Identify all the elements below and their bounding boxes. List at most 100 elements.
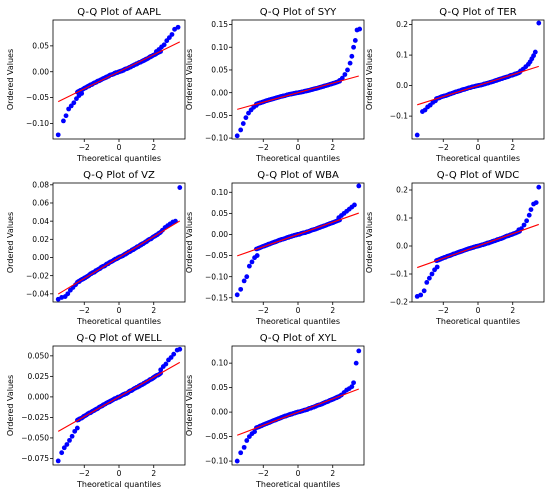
x-tick-label: 0	[476, 143, 481, 152]
qq-point	[244, 438, 250, 443]
data-layer	[234, 26, 363, 139]
y-tick-label: 0.0	[396, 242, 408, 251]
qq-point	[339, 75, 345, 81]
qq-point	[175, 24, 181, 30]
y-tick-label: 0.00	[32, 67, 49, 76]
x-tick-label: 2	[330, 469, 335, 478]
qq-point	[65, 291, 71, 297]
qq-point	[536, 20, 542, 26]
qq-point	[533, 200, 539, 206]
x-tick-label: 2	[510, 143, 515, 152]
y-tick-label: 0.2	[396, 186, 408, 195]
qq-point	[177, 185, 183, 190]
qq-point	[238, 286, 244, 292]
qq-point	[55, 458, 61, 464]
qq-point	[356, 348, 362, 354]
qq-point	[234, 292, 240, 298]
x-tick-label: 0	[117, 143, 122, 152]
qq-point	[531, 53, 536, 59]
x-tick-label: 0	[296, 306, 301, 315]
qq-point	[238, 450, 244, 456]
plot-area	[411, 182, 545, 303]
qq-point	[426, 275, 432, 281]
qq-point	[342, 72, 348, 77]
x-axis-label: Theoretical quantiles	[255, 317, 340, 326]
y-tick-label: −0.025	[21, 413, 49, 422]
qq-panel: Q-Q Plot of TER −2 0 2 −0.1 0.0 0.1 0.2 Theoreti…	[365, 7, 545, 163]
qq-point	[79, 91, 85, 96]
qq-point	[353, 360, 359, 366]
x-axis-label: Theoretical quantiles	[76, 480, 161, 489]
qq-panel: Q-Q Plot of SYY −2 0 2 −0.10 −0.05 0.00 0.05 0.1…	[185, 7, 365, 163]
y-axis-label: Ordered Values	[6, 49, 15, 110]
reference-line	[417, 223, 539, 269]
y-tick-label: 0.08	[32, 180, 49, 189]
qq-point	[67, 437, 72, 443]
plot-area	[231, 182, 365, 303]
qq-point	[171, 351, 177, 357]
qq-point	[55, 132, 61, 138]
y-tick-label: 0.00	[211, 230, 228, 239]
y-tick-label: 0.02	[32, 235, 49, 244]
y-tick-label: 0.05	[211, 209, 228, 218]
data-layer	[414, 20, 542, 138]
x-axis-label: Theoretical quantiles	[255, 480, 340, 489]
y-tick-label: 0.05	[211, 383, 228, 392]
qq-point	[528, 207, 534, 213]
plot-area	[231, 345, 365, 466]
data-layer	[55, 346, 183, 464]
y-tick-label: 0.0	[396, 81, 408, 90]
y-tick-label: 0.2	[396, 20, 408, 29]
qq-panel: Q-Q Plot of WELL −2 0 2 −0.075 −0.050 −0.025 0.…	[6, 333, 186, 489]
y-tick-label: −0.15	[205, 293, 228, 302]
x-tick-label: 0	[476, 306, 481, 315]
x-tick-label: −2	[258, 469, 269, 478]
x-axis-label: Theoretical quantiles	[435, 317, 520, 326]
y-axis-label: Ordered Values	[185, 49, 194, 110]
qq-point	[532, 49, 538, 55]
plot-title: Q-Q Plot of AAPL	[77, 7, 161, 18]
qq-point	[424, 280, 430, 285]
qq-point	[74, 425, 80, 431]
qq-point	[163, 361, 169, 367]
y-tick-label: −0.1	[390, 112, 408, 121]
x-tick-label: −2	[79, 306, 90, 315]
y-tick-label: 0.025	[28, 372, 50, 381]
qq-point	[352, 38, 358, 43]
reference-line	[417, 65, 539, 106]
plot-title: Q-Q Plot of SYY	[260, 7, 337, 18]
qq-point	[172, 26, 177, 32]
plot-area	[411, 19, 545, 140]
x-tick-label: 2	[151, 306, 156, 315]
qq-point	[234, 133, 240, 139]
x-axis-label: Theoretical quantiles	[76, 154, 161, 163]
reference-line	[57, 361, 181, 432]
x-tick-label: −2	[438, 306, 449, 315]
y-tick-label: −0.1	[390, 270, 408, 279]
qq-point	[521, 222, 527, 228]
qq-point	[243, 115, 249, 121]
y-tick-label: −0.05	[205, 111, 228, 120]
data-layer	[55, 185, 183, 302]
qq-point	[63, 113, 69, 119]
x-tick-label: 0	[296, 469, 301, 478]
y-tick-label: 0.06	[32, 199, 49, 208]
y-tick-label: 0.10	[211, 43, 228, 52]
y-tick-label: −0.10	[205, 457, 228, 466]
y-tick-label: 0.00	[32, 253, 49, 262]
x-tick-label: 0	[117, 306, 122, 315]
y-axis-label: Ordered Values	[185, 375, 194, 436]
y-tick-label: 0.10	[211, 188, 228, 197]
y-axis-label: Ordered Values	[6, 212, 15, 273]
data-layer	[234, 348, 362, 464]
qq-point	[61, 445, 67, 451]
x-axis-label: Theoretical quantiles	[255, 154, 340, 163]
qq-point	[349, 384, 355, 390]
x-tick-label: −2	[258, 143, 269, 152]
qq-point	[234, 458, 240, 464]
qq-point	[158, 367, 164, 373]
y-tick-label: 0.1	[396, 214, 408, 223]
qq-point	[254, 253, 260, 258]
x-tick-label: 2	[151, 469, 156, 478]
y-tick-label: 0.15	[211, 20, 228, 29]
